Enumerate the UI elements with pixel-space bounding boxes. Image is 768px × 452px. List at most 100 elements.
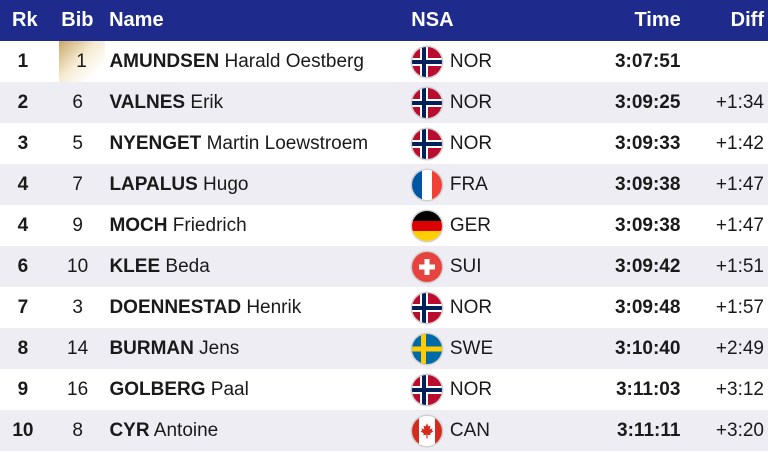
bib-cell: 10	[46, 246, 110, 287]
athlete-name[interactable]: VALNES Erik	[109, 92, 409, 114]
athlete-last-name: LAPALUS	[109, 173, 198, 195]
nsa-code: NOR	[449, 132, 493, 154]
nsa-cell: NOR	[410, 87, 549, 118]
table-row[interactable]: 10 8 CYR Antoine CAN 3:11:11 +3:20	[0, 410, 768, 451]
rank-cell: 1	[17, 50, 29, 72]
diff-cell: +1:47	[715, 173, 764, 195]
rank-cell: 6	[17, 255, 29, 277]
norway-flag-icon	[411, 292, 442, 323]
rank-cell: 8	[17, 337, 29, 359]
nsa-code: SWE	[449, 337, 494, 359]
bib-cell: 3	[46, 287, 110, 328]
athlete-last-name: VALNES	[109, 91, 186, 113]
athlete-first-name: Beda	[165, 255, 210, 277]
athlete-last-name: BURMAN	[109, 337, 194, 359]
header-time[interactable]: Time	[634, 9, 681, 31]
bib-cell: 6	[46, 82, 110, 123]
header-diff[interactable]: Diff	[730, 9, 764, 31]
time-cell: 3:09:38	[614, 214, 681, 236]
header-bib[interactable]: Bib	[61, 9, 94, 31]
rank-cell: 7	[17, 296, 29, 318]
athlete-name[interactable]: MOCH Friedrich	[109, 215, 409, 237]
table-body: 1 1 AMUNDSEN Harald Oestberg NOR 3:07:51…	[0, 41, 768, 451]
nsa-cell: NOR	[410, 46, 549, 77]
nsa-code: NOR	[449, 296, 493, 318]
athlete-last-name: DOENNESTAD	[109, 296, 242, 318]
nsa-code: GER	[449, 214, 492, 236]
time-cell: 3:09:42	[614, 255, 681, 277]
diff-cell: +3:20	[715, 419, 764, 441]
athlete-first-name: Henrik	[246, 296, 302, 318]
nsa-cell: CAN	[410, 415, 549, 446]
leader-bib-badge: 1	[58, 41, 105, 82]
france-flag-icon	[411, 169, 442, 200]
nsa-code: NOR	[449, 378, 493, 400]
time-cell: 3:07:51	[614, 50, 681, 72]
bib-number: 14	[67, 337, 89, 359]
athlete-first-name: Jens	[199, 337, 240, 359]
table-row[interactable]: 7 3 DOENNESTAD Henrik NOR 3:09:48 +1:57	[0, 287, 768, 328]
bib-cell: 16	[46, 369, 110, 410]
rank-cell: 10	[12, 419, 34, 441]
table-header: Rk Bib Name NSA Time Diff	[0, 0, 768, 41]
table-row[interactable]: 1 1 AMUNDSEN Harald Oestberg NOR 3:07:51	[0, 41, 768, 82]
athlete-first-name: Hugo	[203, 173, 249, 195]
bib-cell: 14	[46, 328, 110, 369]
nsa-cell: GER	[410, 210, 549, 241]
athlete-first-name: Antoine	[153, 419, 219, 441]
bib-number: 8	[72, 419, 83, 441]
canada-flag-icon	[411, 415, 442, 446]
athlete-name[interactable]: DOENNESTAD Henrik	[109, 297, 409, 319]
time-cell: 3:11:11	[617, 419, 681, 441]
nsa-cell: NOR	[410, 374, 549, 405]
nsa-cell: FRA	[410, 169, 549, 200]
header-name[interactable]: Name	[109, 9, 164, 31]
table-row[interactable]: 3 5 NYENGET Martin Loewstroem NOR 3:09:3…	[0, 123, 768, 164]
athlete-last-name: CYR	[109, 419, 150, 441]
header-nsa[interactable]: NSA	[411, 9, 454, 31]
athlete-name[interactable]: LAPALUS Hugo	[109, 174, 409, 196]
nsa-cell: NOR	[410, 128, 549, 159]
athlete-first-name: Harald Oestberg	[224, 50, 364, 72]
nsa-code: NOR	[449, 50, 493, 72]
nsa-code: CAN	[449, 419, 490, 441]
diff-cell: +1:34	[715, 91, 764, 113]
athlete-name[interactable]: CYR Antoine	[109, 420, 409, 442]
diff-cell: +1:57	[715, 296, 764, 318]
athlete-last-name: GOLBERG	[109, 378, 206, 400]
switzerland-flag-icon	[411, 251, 442, 282]
nsa-cell: NOR	[410, 292, 549, 323]
rank-cell: 2	[17, 91, 29, 113]
header-rank[interactable]: Rk	[12, 9, 38, 31]
athlete-name[interactable]: BURMAN Jens	[109, 338, 409, 360]
table-row[interactable]: 4 9 MOCH Friedrich GER 3:09:38 +1:47	[0, 205, 768, 246]
athlete-name[interactable]: AMUNDSEN Harald Oestberg	[109, 51, 409, 73]
table-row[interactable]: 9 16 GOLBERG Paal NOR 3:11:03 +3:12	[0, 369, 768, 410]
athlete-name[interactable]: NYENGET Martin Loewstroem	[109, 133, 409, 155]
rank-cell: 3	[17, 132, 29, 154]
nsa-code: FRA	[449, 173, 488, 195]
norway-flag-icon	[411, 87, 442, 118]
time-cell: 3:10:40	[614, 337, 681, 359]
table-row[interactable]: 4 7 LAPALUS Hugo FRA 3:09:38 +1:47	[0, 164, 768, 205]
diff-cell: +1:51	[715, 255, 764, 277]
time-cell: 3:09:48	[614, 296, 681, 318]
athlete-name[interactable]: GOLBERG Paal	[109, 379, 409, 401]
sweden-flag-icon	[411, 333, 442, 364]
athlete-last-name: KLEE	[109, 255, 161, 277]
norway-flag-icon	[411, 374, 442, 405]
bib-number: 1	[76, 50, 87, 72]
table-row[interactable]: 8 14 BURMAN Jens SWE 3:10:40 +2:49	[0, 328, 768, 369]
bib-cell: 8	[46, 410, 110, 451]
norway-flag-icon	[411, 46, 442, 77]
bib-cell: 1	[46, 41, 110, 82]
table-row[interactable]: 2 6 VALNES Erik NOR 3:09:25 +1:34	[0, 82, 768, 123]
table-row[interactable]: 6 10 KLEE Beda SUI 3:09:42 +1:51	[0, 246, 768, 287]
time-cell: 3:11:03	[615, 378, 681, 400]
nsa-code: NOR	[449, 91, 493, 113]
athlete-name[interactable]: KLEE Beda	[109, 256, 409, 278]
athlete-last-name: MOCH	[109, 214, 168, 236]
bib-number: 9	[72, 214, 83, 236]
bib-number: 16	[67, 378, 89, 400]
